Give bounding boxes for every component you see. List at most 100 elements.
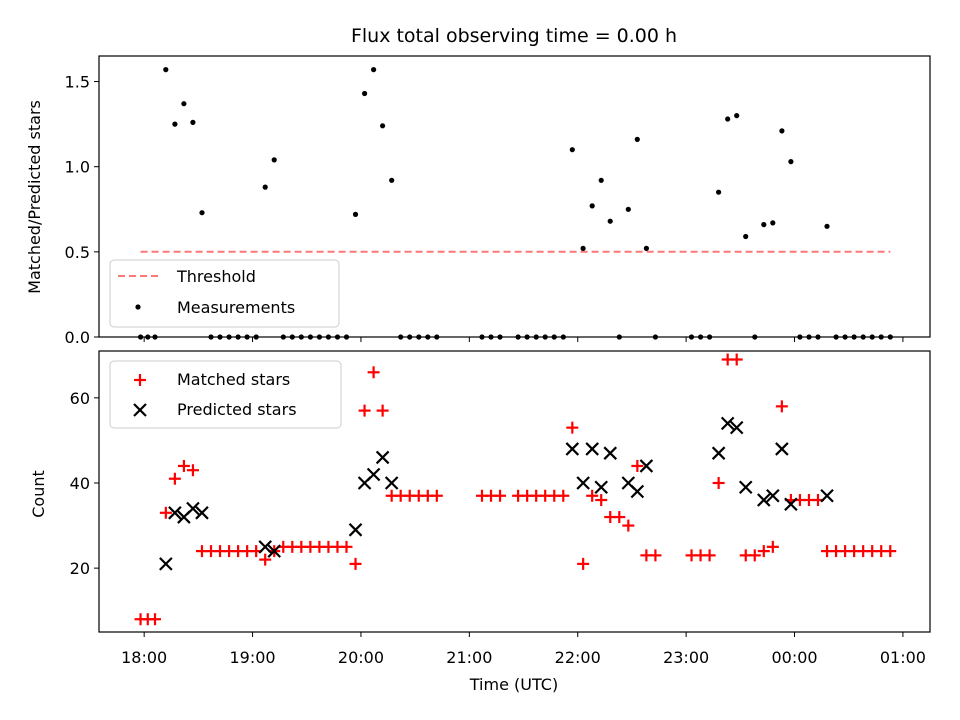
x-tick-label: 19:00 — [229, 648, 275, 667]
matched-star-point — [595, 494, 608, 507]
matched-star-point — [712, 476, 725, 489]
matched-star-point — [349, 557, 362, 570]
x-tick-label: 01:00 — [880, 648, 926, 667]
top-y-axis-label: Matched/Predicted stars — [25, 100, 44, 294]
y-tick-label: 1.5 — [65, 73, 90, 92]
x-tick-label: 18:00 — [121, 648, 167, 667]
predicted-star-point — [766, 488, 780, 503]
measurement-point — [770, 220, 776, 226]
predicted-star-point — [348, 523, 363, 537]
legend-measurements-swatch — [135, 304, 141, 310]
matched-star-point — [703, 549, 716, 562]
measurement-point — [607, 218, 613, 224]
matched-star-point — [748, 549, 761, 562]
measurement-point — [199, 210, 205, 216]
predicted-star-point — [603, 446, 618, 460]
predicted-star-point — [711, 446, 726, 460]
measurement-point — [362, 90, 368, 97]
predicted-star-point — [639, 459, 654, 473]
x-tick-label: 23:00 — [663, 648, 709, 667]
bottom-marks — [134, 353, 897, 626]
matched-star-point — [177, 459, 190, 472]
measurement-point — [788, 159, 794, 165]
matched-star-point — [649, 549, 662, 562]
measurement-point — [716, 189, 722, 195]
measurement-point — [589, 203, 595, 209]
predicted-star-point — [729, 420, 744, 435]
x-tick-label: 21:00 — [446, 648, 492, 667]
predicted-star-point — [195, 506, 209, 520]
y-tick-label: 0.0 — [65, 328, 90, 347]
measurement-point — [734, 113, 740, 119]
matched-star-point — [186, 464, 199, 477]
measurement-point — [371, 67, 377, 73]
matched-star-point — [775, 400, 788, 413]
measurement-point — [779, 128, 785, 134]
legend-matched-label: Matched stars — [177, 370, 290, 389]
measurement-point — [190, 119, 196, 125]
predicted-star-point — [168, 506, 182, 520]
matched-star-point — [367, 366, 380, 379]
matched-star-point — [631, 459, 644, 472]
bottom-panel: 20 40 60 18:00 19:00 20:00 21:00 22:00 23:00 00:… — [29, 350, 931, 694]
measurement-point — [743, 233, 749, 240]
y-tick-label: 40 — [70, 474, 90, 493]
top-legend-box — [109, 259, 340, 328]
y-tick-label: 0.5 — [65, 243, 90, 262]
measurement-point — [761, 222, 767, 228]
matched-star-point — [340, 540, 353, 553]
measurement-point — [569, 147, 575, 153]
predicted-star-point — [366, 467, 381, 482]
matched-star-point — [376, 404, 389, 417]
matched-star-point — [613, 511, 626, 524]
matched-star-point — [168, 472, 181, 485]
predicted-star-point — [159, 557, 173, 571]
chart-title: Flux total observing time = 0.00 h — [351, 25, 677, 47]
measurement-point — [163, 67, 169, 73]
predicted-star-point — [594, 480, 608, 495]
y-tick-label: 60 — [70, 389, 90, 408]
matched-star-point — [430, 489, 443, 502]
measurement-point — [598, 177, 604, 183]
measurement-point — [352, 211, 359, 217]
matched-star-point — [622, 519, 635, 532]
matched-star-point — [259, 553, 272, 566]
predicted-star-point — [820, 488, 834, 503]
top-x-ticks — [143, 337, 904, 342]
measurement-point — [389, 177, 395, 183]
matched-star-point — [766, 540, 779, 553]
matched-star-point — [557, 489, 570, 502]
matched-star-point — [730, 353, 743, 366]
measurement-point — [625, 206, 631, 212]
measurement-point — [725, 116, 731, 122]
y-tick-label: 20 — [70, 559, 90, 578]
measurement-point — [262, 184, 268, 190]
predicted-star-point — [384, 476, 399, 490]
measurement-point — [634, 136, 640, 142]
legend-measurements-label: Measurements — [177, 298, 295, 317]
matched-star-point — [358, 404, 371, 417]
matched-star-point — [159, 506, 172, 519]
x-tick-label: 20:00 — [338, 648, 384, 667]
top-legend: Threshold Measurements — [109, 259, 340, 328]
measurement-point — [380, 123, 386, 129]
legend-predicted-swatch — [133, 403, 147, 417]
legend-matched-swatch — [134, 374, 146, 386]
predicted-star-point — [267, 544, 282, 558]
predicted-star-point — [585, 442, 599, 456]
legend-predicted-label: Predicted stars — [177, 400, 297, 419]
measurement-point — [271, 157, 277, 163]
top-axes-frame — [98, 55, 931, 338]
predicted-star-point — [565, 442, 580, 456]
predicted-star-point — [630, 484, 645, 499]
predicted-star-point — [738, 480, 753, 495]
bottom-axes-frame — [98, 350, 931, 633]
matched-star-point — [586, 489, 599, 502]
top-y-ticks: 0.0 0.5 1.0 1.5 — [65, 73, 99, 347]
measurement-point — [172, 121, 178, 127]
x-tick-label: 00:00 — [771, 648, 817, 667]
predicted-star-point — [720, 416, 735, 431]
bottom-legend-box — [109, 360, 342, 429]
matched-star-point — [149, 613, 162, 626]
